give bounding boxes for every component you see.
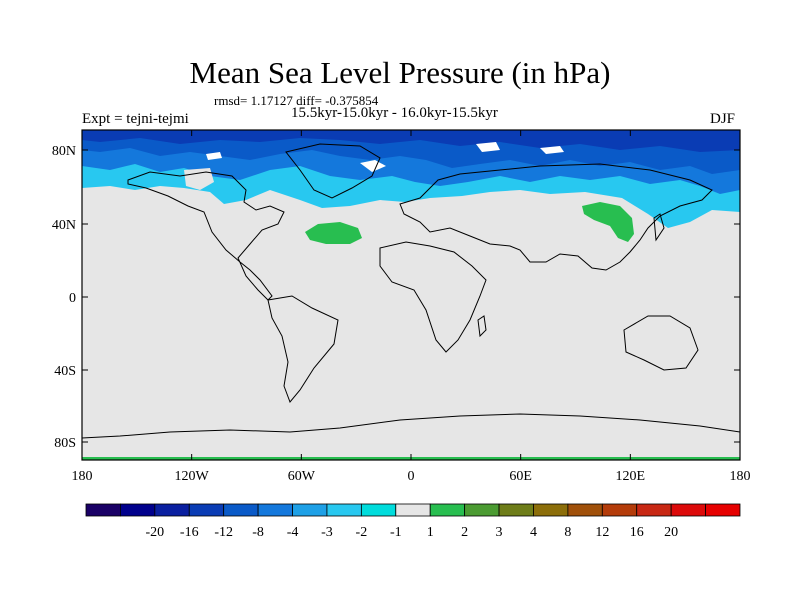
period-text: 15.5kyr-15.0kyr - 16.0kyr-15.5kyr <box>291 105 498 121</box>
colorbar-swatch <box>223 503 259 517</box>
colorbar-swatch <box>464 503 500 517</box>
colorbar-swatch <box>498 503 534 517</box>
colorbar-label: 2 <box>461 525 468 540</box>
colorbar-label: -4 <box>287 525 299 540</box>
colorbar-swatch <box>705 503 741 517</box>
colorbar-label: 12 <box>595 525 609 540</box>
atlantic-positive-anomaly <box>305 222 362 244</box>
colorbar-label: 1 <box>427 525 434 540</box>
longitude-axis: 180 120W 60W 0 60E 120E 180 <box>72 130 751 484</box>
colorbar-label: 4 <box>530 525 537 540</box>
colorbar: -20 -16 -12 -8 -4 -3 -2 -1 1 2 3 4 8 12 16 20 <box>85 503 741 540</box>
lat-label: 40N <box>52 218 76 233</box>
lon-label: 120E <box>616 469 646 484</box>
lon-label: 0 <box>408 469 415 484</box>
lat-label: 80S <box>54 436 76 451</box>
colorbar-swatch <box>120 503 156 517</box>
colorbar-swatch <box>257 503 293 517</box>
colorbar-label: -20 <box>146 525 165 540</box>
colorbar-label: 20 <box>664 525 678 540</box>
colorbar-label: -1 <box>390 525 402 540</box>
northern-negative-anomaly <box>82 130 740 228</box>
colorbar-swatch <box>395 503 431 517</box>
colorbar-swatch <box>601 503 638 517</box>
colorbar-swatch <box>85 503 121 517</box>
colorbar-swatch <box>188 503 225 517</box>
lon-label: 60W <box>288 469 316 484</box>
colorbar-swatch <box>670 503 706 517</box>
lat-label: 80N <box>52 144 76 159</box>
colorbar-swatch <box>567 503 603 517</box>
colorbar-label: -2 <box>356 525 368 540</box>
plot-title: Mean Sea Level Pressure (in hPa) <box>189 55 611 90</box>
rmsd-text: rmsd= 1.17127 diff= -0.375854 <box>214 93 379 108</box>
lon-label: 120W <box>175 469 210 484</box>
lat-label: 0 <box>69 291 76 306</box>
season-label: DJF <box>710 111 736 127</box>
experiment-label: Expt = tejni-tejmi <box>82 111 189 127</box>
colorbar-label: 3 <box>496 525 503 540</box>
colorbar-swatch <box>154 503 190 517</box>
coastlines <box>82 143 740 439</box>
colorbar-label: 16 <box>630 525 644 540</box>
colorbar-label: -12 <box>214 525 233 540</box>
colorbar-label: 8 <box>564 525 571 540</box>
colorbar-swatch <box>429 503 466 517</box>
lat-label: 40S <box>54 364 76 379</box>
colorbar-swatch <box>636 503 672 517</box>
asia-positive-anomaly <box>582 202 634 242</box>
colorbar-label: -3 <box>321 525 333 540</box>
lon-label: 180 <box>72 469 93 484</box>
lon-label: 180 <box>730 469 751 484</box>
lon-label: 60E <box>509 469 532 484</box>
colorbar-swatch <box>292 503 328 517</box>
latitude-axis: 80N 40N 0 40S 80S <box>52 144 740 451</box>
colorbar-swatch <box>326 503 362 517</box>
colorbar-label: -16 <box>180 525 199 540</box>
colorbar-label: -8 <box>252 525 264 540</box>
colorbar-swatch <box>360 503 397 517</box>
colorbar-swatch <box>533 503 569 517</box>
